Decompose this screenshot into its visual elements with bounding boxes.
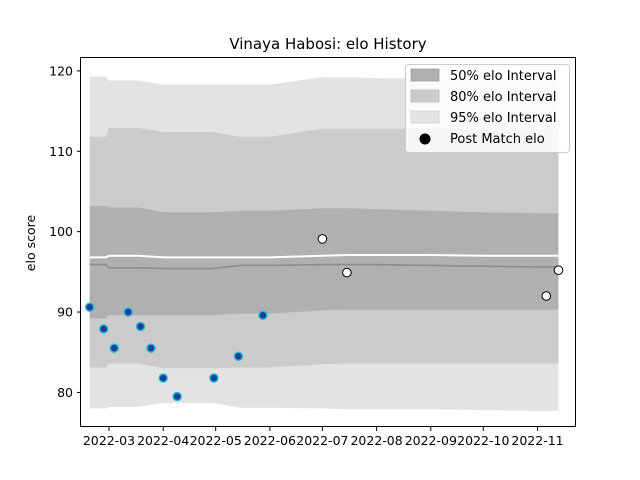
post-match-point (84, 302, 95, 312)
x-tick-label: 2022-11 (511, 433, 563, 448)
upper-elo-line (89, 254, 559, 259)
band-50 (89, 205, 559, 319)
post-match-point (317, 234, 328, 244)
post-match-point (258, 310, 268, 320)
y-axis-label: elo score (23, 215, 38, 272)
elo-lines (89, 254, 559, 270)
post-match-point (158, 373, 168, 383)
x-tick-label: 2022-06 (244, 433, 296, 448)
post-match-point (172, 391, 182, 402)
post-match-point (123, 307, 133, 317)
chart-title: Vinaya Habosi: elo History (229, 35, 426, 53)
x-tick-label: 2022-08 (350, 433, 402, 448)
legend-swatch-95 (410, 110, 440, 124)
y-axis-ticks: 80 90 100 110 120 (49, 63, 81, 400)
legend: 50% elo Interval 80% elo Interval 95% el… (405, 64, 570, 153)
legend-label-50: 50% elo Interval (450, 69, 557, 84)
legend-swatch-50 (410, 68, 440, 82)
y-tick-label: 80 (57, 385, 73, 400)
y-tick-label: 100 (49, 224, 73, 239)
legend-label-95: 95% elo Interval (450, 111, 557, 126)
x-tick-label: 2022-09 (405, 433, 457, 448)
legend-swatch-80 (410, 89, 440, 103)
post-match-point (109, 343, 119, 353)
legend-label-points: Post Match elo (450, 132, 545, 147)
x-tick-label: 2022-05 (190, 433, 242, 448)
x-tick-label: 2022-07 (296, 433, 348, 448)
mean-elo-line (89, 263, 559, 270)
post-match-point (553, 265, 564, 276)
x-axis-ticks: 2022-03 2022-04 2022-05 2022-06 2022-07 2022-… (83, 427, 564, 448)
legend-label-80: 80% elo Interval (450, 90, 557, 105)
y-tick-label: 110 (49, 144, 73, 159)
post-match-point (98, 324, 109, 334)
post-match-point (135, 321, 146, 332)
legend-marker-points (419, 133, 431, 145)
post-match-point (209, 373, 219, 383)
axes-frame (80, 57, 576, 427)
legend-box (405, 64, 570, 153)
x-tick-label: 2022-04 (137, 433, 189, 448)
post-match-point (342, 267, 352, 278)
post-match-point (233, 351, 244, 361)
y-tick-label: 90 (57, 305, 73, 320)
x-tick-label: 2022-10 (457, 433, 509, 448)
interval-bands (89, 76, 559, 411)
x-tick-label: 2022-03 (83, 433, 135, 448)
post-match-points (84, 234, 564, 402)
post-match-point (146, 343, 156, 353)
post-match-point (541, 291, 552, 301)
y-tick-label: 120 (49, 63, 73, 78)
